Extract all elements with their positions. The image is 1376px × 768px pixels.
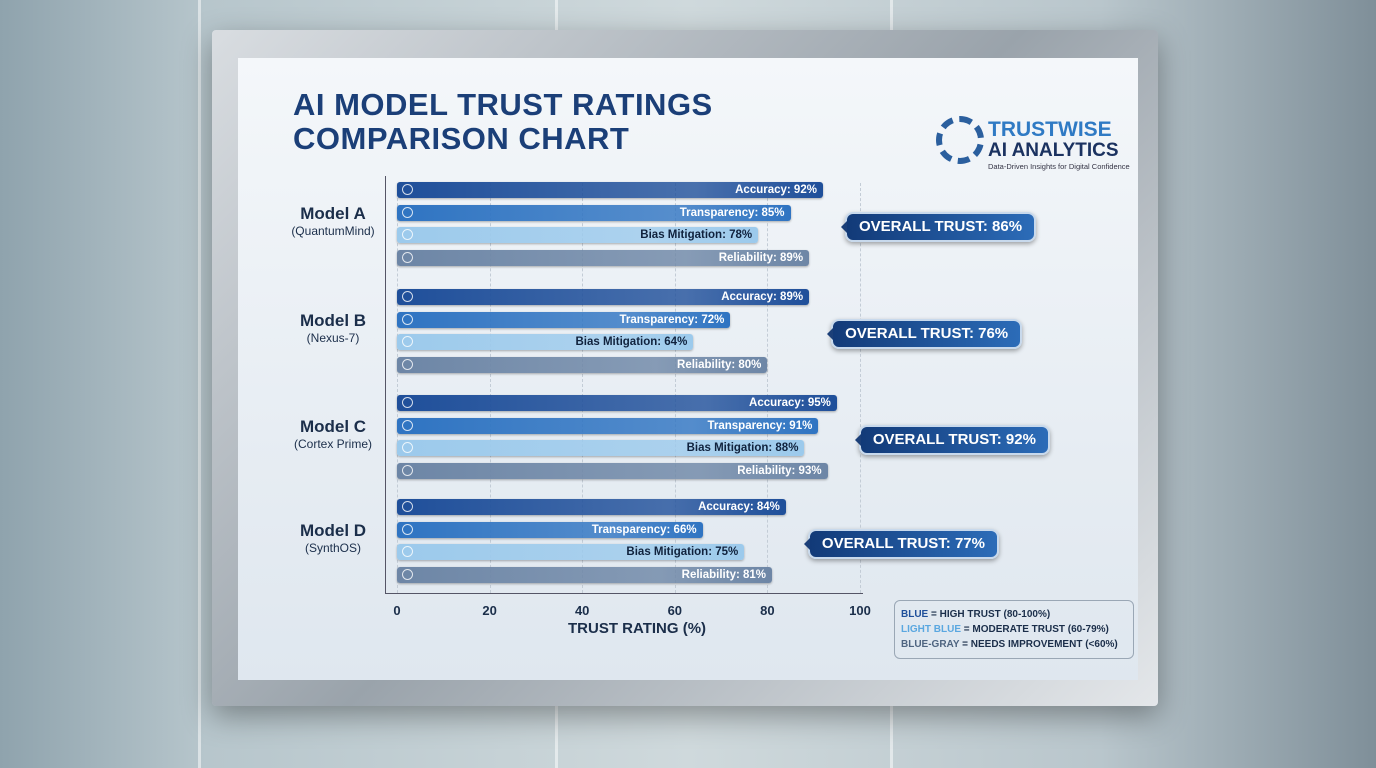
x-tick-label: 100 [849, 603, 871, 618]
x-tick-label: 20 [482, 603, 497, 618]
model-subtitle: (Cortex Prime) [293, 437, 372, 451]
bar-value-label: Bias Mitigation: 78% [640, 229, 753, 241]
legend: BLUE = HIGH TRUST (80-100%) LIGHT BLUE = … [894, 600, 1134, 659]
brain-icon [402, 464, 413, 476]
x-tick-label: 60 [667, 603, 683, 618]
bar-accuracy: Accuracy: 84% [397, 499, 786, 515]
bar-transparency: Transparency: 72% [397, 311, 731, 328]
brain-icon [402, 568, 413, 580]
model-name: Model D [299, 521, 367, 540]
bar-value-label: Accuracy: 89% [721, 291, 804, 303]
grid-line [397, 183, 398, 593]
brain-icon [402, 546, 413, 557]
brain-icon [402, 501, 413, 512]
bar-value-label: Transparency: 85% [679, 206, 785, 219]
bar-bias-mitigation: Bias Mitigation: 88% [397, 440, 805, 456]
bar-reliability: Reliability: 89% [397, 249, 810, 266]
model-label: Model D (SynthOS) [278, 521, 388, 555]
model-subtitle: (SynthOS) [304, 541, 361, 555]
x-tick-label: 80 [760, 603, 775, 618]
bar-value-label: Transparency: 91% [707, 419, 813, 432]
logo: TRUSTWISE AI ANALYTICS Data-Driven Insig… [936, 116, 1130, 176]
bar-value-label: Reliability: 81% [681, 568, 767, 581]
legend-desc: = MODERATE TRUST (60-79%) [961, 624, 1109, 635]
grid-line [674, 183, 676, 593]
bar-transparency: Transparency: 85% [397, 204, 791, 221]
bar-transparency: Transparency: 91% [397, 417, 819, 434]
legend-key: BLUE [901, 609, 929, 620]
bar-value-label: Bias Mitigation: 75% [626, 546, 739, 558]
x-axis [385, 593, 863, 594]
magnifier-icon [402, 523, 413, 535]
overall-trust-badge: OVERALL TRUST: 86% [840, 212, 1037, 242]
overall-trust-badge: OVERALL TRUST: 76% [827, 319, 1023, 349]
magnifier-icon [402, 419, 413, 431]
model-label: Model A (QuantumMind) [278, 204, 388, 238]
bar-bias-mitigation: Bias Mitigation: 78% [397, 227, 759, 243]
legend-item: BLUE = HIGH TRUST (80-100%) [901, 607, 1127, 622]
bar-value-label: Bias Mitigation: 64% [575, 336, 688, 348]
model-name: Model A [300, 204, 366, 223]
legend-item: BLUE-GRAY = NEEDS IMPROVEMENT (<60%) [901, 637, 1127, 652]
gear-brain-icon [936, 116, 984, 164]
grid-line [582, 183, 584, 593]
chart-title: AI Model Trust Ratings Comparison Chart [293, 87, 713, 156]
logo-line1: TRUSTWISE [988, 118, 1112, 141]
brain-icon [402, 291, 413, 302]
bar-value-label: Reliability: 80% [677, 358, 762, 371]
legend-key: BLUE-GRAY [901, 639, 960, 650]
model-label: Model B (Nexus-7) [278, 311, 388, 345]
bar-bias-mitigation: Bias Mitigation: 64% [397, 334, 694, 350]
bar-value-label: Accuracy: 84% [698, 501, 780, 513]
bar-accuracy: Accuracy: 89% [397, 289, 810, 305]
grid-line [767, 183, 769, 593]
brain-icon [402, 184, 413, 195]
brain-icon [402, 442, 413, 453]
legend-desc: = HIGH TRUST (80-100%) [928, 609, 1051, 620]
bar-value-label: Accuracy: 95% [749, 397, 831, 409]
bar-value-label: Transparency: 72% [619, 313, 725, 326]
model-subtitle: (Nexus-7) [306, 331, 360, 345]
bar-transparency: Transparency: 66% [397, 521, 703, 538]
bar-accuracy: Accuracy: 95% [397, 395, 837, 411]
bar-reliability: Reliability: 93% [397, 462, 828, 479]
magnifier-icon [402, 313, 413, 325]
bar-value-label: Transparency: 66% [591, 523, 697, 536]
bar-reliability: Reliability: 81% [397, 566, 773, 583]
y-axis [385, 176, 386, 594]
x-tick-label: 40 [574, 603, 590, 618]
overall-trust-badge: OVERALL TRUST: 92% [854, 425, 1050, 455]
legend-desc: = NEEDS IMPROVEMENT (<60%) [959, 639, 1118, 650]
grid-line [489, 183, 491, 593]
legend-key: LIGHT BLUE [901, 624, 961, 635]
overall-trust-badge: OVERALL TRUST: 77% [803, 529, 999, 559]
brain-icon [402, 397, 413, 408]
grid-line [860, 183, 861, 593]
model-name: Model C [299, 417, 367, 436]
model-label: Model C (Cortex Prime) [278, 417, 388, 451]
brain-icon [402, 229, 413, 240]
x-axis-label: TRUST RATING (%) [568, 620, 707, 637]
bar-value-label: Reliability: 89% [718, 251, 804, 264]
magnifier-icon [402, 206, 413, 218]
brain-icon [402, 336, 413, 347]
logo-line2: AI ANALYTICS [988, 140, 1119, 161]
bar-reliability: Reliability: 80% [397, 356, 768, 373]
model-name: Model B [299, 311, 367, 330]
model-subtitle: (QuantumMind) [291, 224, 375, 238]
brain-icon [402, 358, 413, 370]
bar-accuracy: Accuracy: 92% [397, 182, 823, 198]
chart-screen: AI Model Trust Ratings Comparison Chart … [238, 58, 1138, 680]
bar-value-label: Accuracy: 92% [735, 184, 817, 196]
brain-icon [402, 251, 413, 263]
bar-bias-mitigation: Bias Mitigation: 75% [397, 544, 745, 560]
glass-edge [198, 0, 201, 768]
bar-value-label: Reliability: 93% [737, 464, 822, 477]
logo-tagline: Data-Driven Insights for Digital Confide… [988, 162, 1130, 171]
legend-item: LIGHT BLUE = MODERATE TRUST (60-79%) [901, 622, 1127, 637]
x-tick-label: 0 [393, 603, 401, 618]
bar-value-label: Bias Mitigation: 88% [686, 442, 799, 454]
